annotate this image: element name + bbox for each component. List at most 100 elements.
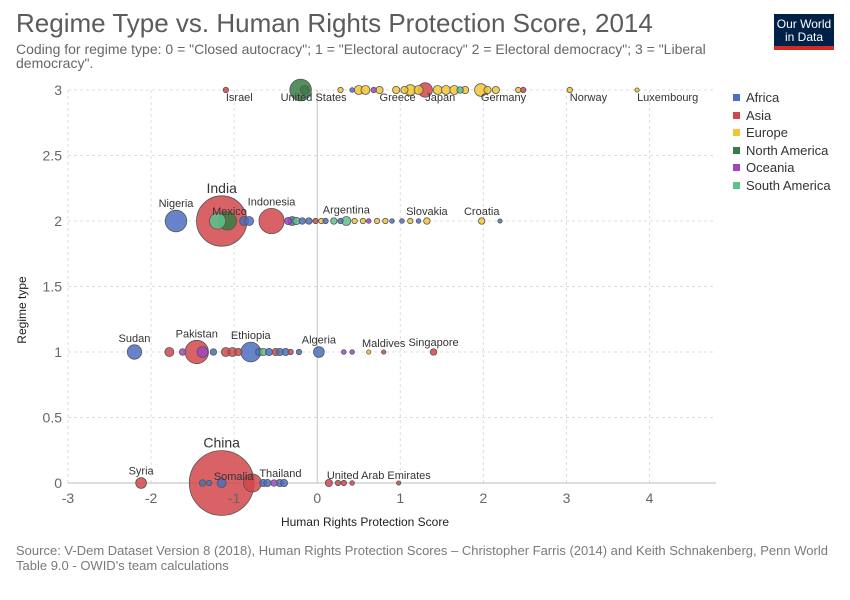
point-label: Maldives [362, 338, 406, 350]
data-point[interactable] [284, 216, 293, 225]
data-point[interactable] [396, 480, 402, 486]
data-point-labeled[interactable] [313, 346, 325, 358]
data-point-labeled[interactable] [381, 349, 387, 355]
point-label: Luxembourg [637, 92, 698, 104]
data-point[interactable] [360, 85, 371, 95]
legend-item[interactable]: Asia [733, 107, 831, 125]
point-label: Sudan [119, 333, 151, 345]
data-point[interactable] [400, 86, 409, 95]
data-point[interactable] [366, 349, 372, 355]
data-point-labeled[interactable] [566, 86, 573, 94]
point-label: Israel [226, 92, 253, 104]
data-point-labeled[interactable] [135, 477, 147, 489]
data-point[interactable] [456, 86, 464, 94]
point-label: Germany [481, 92, 527, 104]
point-label: China [203, 435, 240, 451]
data-point[interactable] [415, 218, 422, 224]
axis-ticks: 0 0.5 1 1.5 2 2.5 3 -3 -2 -1 0 1 2 3 4 [43, 82, 654, 506]
data-point[interactable] [334, 479, 342, 487]
data-point[interactable] [198, 479, 207, 487]
point-label: India [207, 180, 238, 196]
legend-item[interactable]: Oceania [733, 159, 831, 177]
data-point[interactable] [520, 86, 527, 94]
x-axis-title: Human Rights Protection Score [281, 515, 449, 529]
data-point[interactable] [392, 86, 401, 95]
data-point[interactable] [263, 478, 272, 487]
point-label: Nigeria [159, 198, 195, 210]
data-point[interactable] [337, 217, 344, 225]
point-label: Syria [129, 466, 155, 478]
point-label: Argentina [323, 205, 371, 217]
data-point[interactable] [234, 347, 243, 356]
legend-item[interactable]: South America [733, 177, 831, 195]
data-point-labeled[interactable] [216, 478, 227, 488]
data-point[interactable] [370, 86, 377, 94]
legend-item[interactable]: Europe [733, 124, 831, 142]
legend-label: Oceania [746, 160, 795, 176]
data-point[interactable] [312, 217, 319, 225]
legend-swatch [733, 94, 740, 102]
data-point[interactable] [407, 217, 414, 225]
data-point[interactable] [373, 217, 381, 225]
data-point-labeled[interactable] [222, 86, 229, 94]
data-point[interactable] [337, 86, 344, 94]
data-point[interactable] [196, 346, 209, 358]
data-point[interactable] [265, 347, 274, 356]
data-point[interactable] [497, 218, 503, 224]
data-point[interactable] [164, 347, 175, 357]
point-label: Singapore [408, 337, 458, 349]
data-point[interactable] [483, 86, 492, 95]
data-point[interactable] [287, 348, 294, 356]
data-point[interactable] [389, 218, 395, 224]
data-point[interactable] [209, 348, 218, 356]
data-point[interactable] [382, 217, 389, 225]
data-point[interactable] [359, 217, 367, 225]
data-point[interactable] [341, 349, 347, 355]
data-point[interactable] [305, 217, 313, 225]
owid-logo[interactable]: Our World in Data [774, 14, 834, 50]
legend-item[interactable]: Africa [733, 89, 831, 107]
data-point[interactable] [244, 216, 255, 226]
data-point[interactable] [413, 85, 424, 95]
data-point-labeled[interactable] [164, 209, 188, 233]
point-annotations: Israel United States Greece Japan Germany Nor… [119, 92, 699, 483]
data-point[interactable] [351, 217, 358, 225]
point-label: Croatia [464, 206, 500, 218]
data-point-labeled[interactable] [324, 478, 333, 487]
legend-label: Asia [746, 107, 772, 123]
data-point[interactable] [322, 217, 329, 225]
data-point[interactable] [365, 218, 372, 224]
chart-title: Regime Type vs. Human Rights Protection … [16, 8, 653, 38]
y-tick-label: 3 [54, 82, 62, 98]
data-point[interactable] [399, 218, 405, 224]
legend-label: Europe [746, 125, 788, 141]
data-point-labeled[interactable] [429, 348, 438, 356]
data-point-labeled[interactable] [634, 87, 640, 93]
data-point[interactable] [206, 479, 213, 487]
data-point[interactable] [330, 217, 338, 225]
legend-swatch [733, 111, 740, 119]
data-point[interactable] [270, 479, 278, 487]
data-point[interactable] [299, 85, 310, 95]
data-point-labeled[interactable] [258, 207, 285, 234]
legend-label: Africa [746, 90, 780, 106]
data-point-labeled[interactable] [126, 344, 143, 360]
point-label: Slovakia [406, 206, 448, 218]
x-tick-label: -2 [145, 490, 158, 506]
point-label: Norway [570, 92, 608, 104]
data-point[interactable] [179, 348, 187, 356]
data-point[interactable] [340, 479, 347, 487]
data-point[interactable] [349, 480, 355, 486]
data-point[interactable] [491, 86, 500, 95]
data-point[interactable] [349, 349, 355, 355]
data-point[interactable] [349, 87, 355, 93]
data-point[interactable] [209, 212, 227, 230]
data-point[interactable] [279, 478, 288, 487]
legend-swatch [733, 129, 740, 137]
legend-item[interactable]: North America [733, 142, 831, 160]
data-point[interactable] [295, 348, 303, 356]
y-tick-label: 0.5 [43, 410, 63, 426]
data-point-labeled[interactable] [478, 217, 486, 225]
data-point[interactable] [298, 217, 306, 225]
data-point-labeled[interactable] [423, 217, 431, 225]
